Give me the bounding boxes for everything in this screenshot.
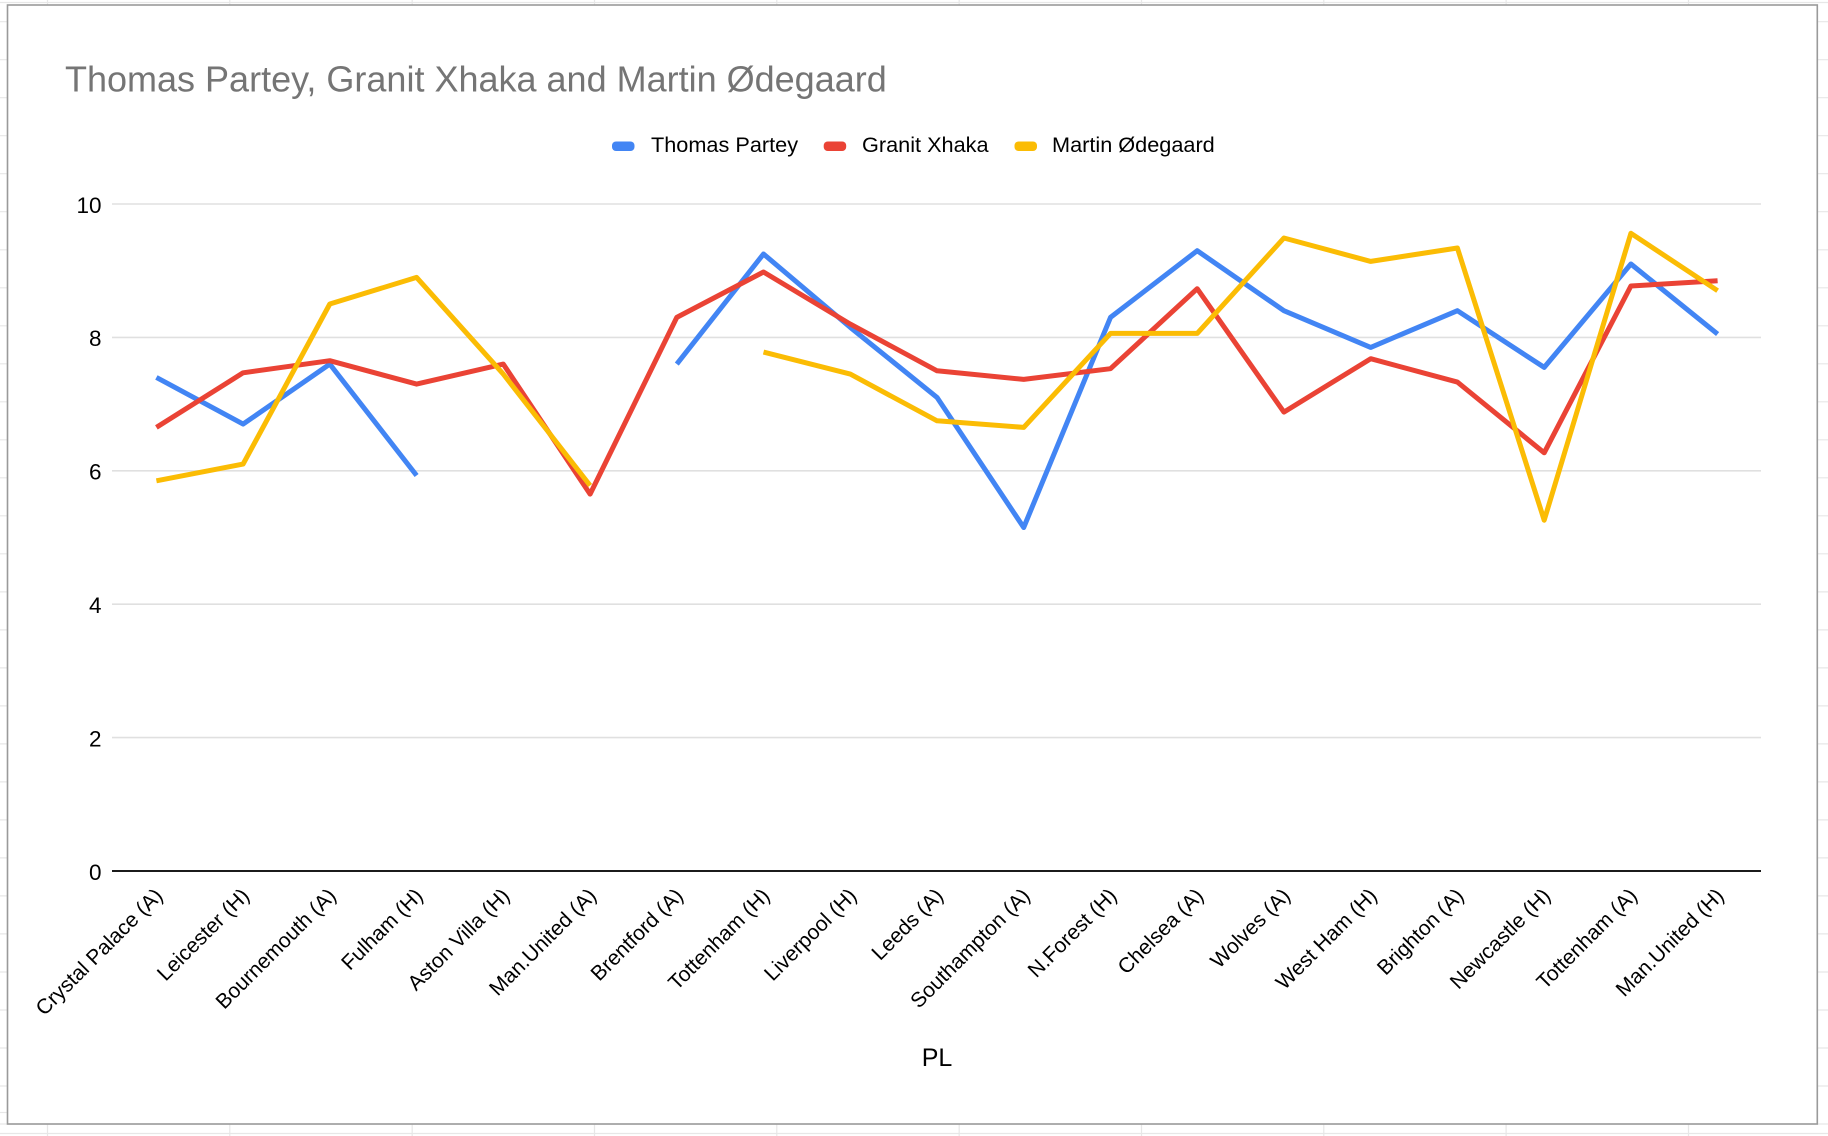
svg-text:10: 10 [76, 193, 101, 218]
svg-text:Thomas Partey, Granit Xhaka an: Thomas Partey, Granit Xhaka and Martin Ø… [65, 59, 887, 100]
svg-text:PL: PL [922, 1044, 953, 1072]
svg-text:0: 0 [89, 860, 102, 885]
svg-text:8: 8 [89, 326, 102, 351]
svg-text:Thomas Partey: Thomas Partey [651, 132, 798, 157]
svg-text:4: 4 [89, 593, 102, 618]
svg-text:Martin Ødegaard: Martin Ødegaard [1052, 132, 1215, 157]
svg-text:2: 2 [89, 726, 102, 751]
svg-text:6: 6 [89, 460, 102, 485]
svg-text:Granit Xhaka: Granit Xhaka [862, 132, 990, 157]
